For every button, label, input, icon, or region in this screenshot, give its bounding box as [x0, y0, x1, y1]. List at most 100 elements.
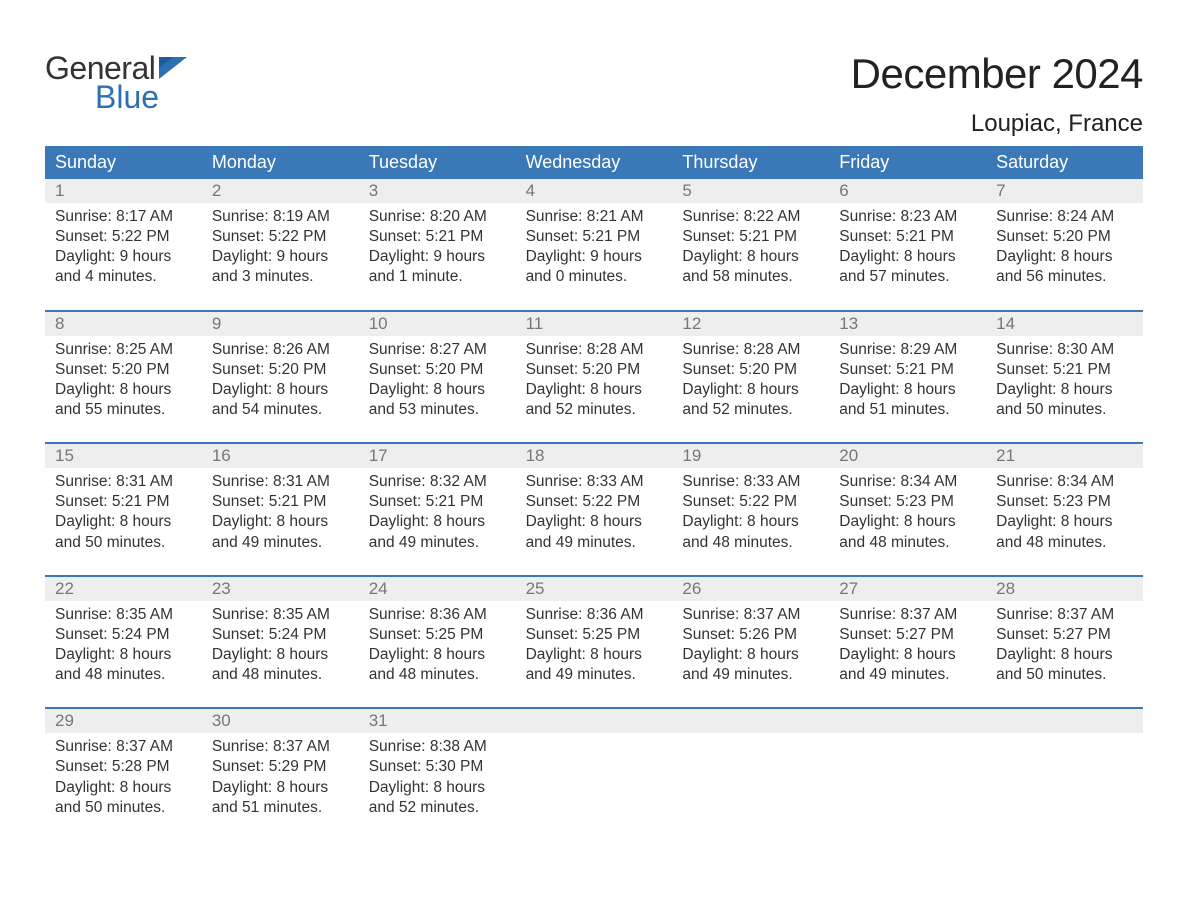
sunset-line: Sunset: 5:21 PM — [55, 492, 192, 512]
daylight-line-2: and 48 minutes. — [55, 665, 192, 685]
sunset-line: Sunset: 5:21 PM — [996, 360, 1133, 380]
sunrise-line: Sunrise: 8:28 AM — [526, 340, 663, 360]
title-block: December 2024 Loupiac, France — [851, 50, 1143, 138]
header-block: General Blue December 2024 Loupiac, Fran… — [45, 50, 1143, 138]
daylight-line-1: Daylight: 9 hours — [55, 247, 192, 267]
sunset-line: Sunset: 5:24 PM — [55, 625, 192, 645]
daylight-line-2: and 49 minutes. — [682, 665, 819, 685]
day-header-row: Sunday Monday Tuesday Wednesday Thursday… — [45, 146, 1143, 179]
day-cell: Sunrise: 8:30 AMSunset: 5:21 PMDaylight:… — [986, 336, 1143, 443]
daylight-line-1: Daylight: 8 hours — [996, 645, 1133, 665]
day-number: 31 — [359, 709, 516, 733]
day-number: 17 — [359, 444, 516, 468]
sunset-line: Sunset: 5:21 PM — [839, 360, 976, 380]
calendar-week: 15161718192021Sunrise: 8:31 AMSunset: 5:… — [45, 442, 1143, 575]
day-number: 29 — [45, 709, 202, 733]
day-number: 12 — [672, 312, 829, 336]
sunrise-line: Sunrise: 8:37 AM — [55, 737, 192, 757]
sunset-line: Sunset: 5:25 PM — [369, 625, 506, 645]
daylight-line-1: Daylight: 8 hours — [839, 247, 976, 267]
day-number — [986, 709, 1143, 733]
daylight-line-2: and 57 minutes. — [839, 267, 976, 287]
sunset-line: Sunset: 5:21 PM — [212, 492, 349, 512]
sunrise-line: Sunrise: 8:36 AM — [526, 605, 663, 625]
day-number: 24 — [359, 577, 516, 601]
sunrise-line: Sunrise: 8:27 AM — [369, 340, 506, 360]
daylight-line-2: and 48 minutes. — [369, 665, 506, 685]
day-cell: Sunrise: 8:23 AMSunset: 5:21 PMDaylight:… — [829, 203, 986, 310]
daylight-line-1: Daylight: 8 hours — [212, 380, 349, 400]
daylight-line-2: and 48 minutes. — [839, 533, 976, 553]
day-cell: Sunrise: 8:28 AMSunset: 5:20 PMDaylight:… — [516, 336, 673, 443]
day-cell: Sunrise: 8:37 AMSunset: 5:27 PMDaylight:… — [986, 601, 1143, 708]
sunrise-line: Sunrise: 8:33 AM — [682, 472, 819, 492]
day-cell: Sunrise: 8:37 AMSunset: 5:28 PMDaylight:… — [45, 733, 202, 840]
sunrise-line: Sunrise: 8:34 AM — [996, 472, 1133, 492]
sunrise-line: Sunrise: 8:34 AM — [839, 472, 976, 492]
day-cell: Sunrise: 8:36 AMSunset: 5:25 PMDaylight:… — [516, 601, 673, 708]
day-cell: Sunrise: 8:38 AMSunset: 5:30 PMDaylight:… — [359, 733, 516, 840]
day-header: Tuesday — [359, 146, 516, 179]
sunset-line: Sunset: 5:20 PM — [369, 360, 506, 380]
day-number — [829, 709, 986, 733]
day-header: Saturday — [986, 146, 1143, 179]
daylight-line-2: and 55 minutes. — [55, 400, 192, 420]
sunrise-line: Sunrise: 8:26 AM — [212, 340, 349, 360]
sunset-line: Sunset: 5:20 PM — [682, 360, 819, 380]
day-cell: Sunrise: 8:37 AMSunset: 5:29 PMDaylight:… — [202, 733, 359, 840]
sunrise-line: Sunrise: 8:35 AM — [212, 605, 349, 625]
sunset-line: Sunset: 5:22 PM — [526, 492, 663, 512]
day-header: Thursday — [672, 146, 829, 179]
daylight-line-1: Daylight: 9 hours — [526, 247, 663, 267]
daylight-line-1: Daylight: 8 hours — [526, 380, 663, 400]
daylight-line-2: and 52 minutes. — [682, 400, 819, 420]
day-number: 8 — [45, 312, 202, 336]
day-number: 26 — [672, 577, 829, 601]
daylight-line-2: and 3 minutes. — [212, 267, 349, 287]
daylight-line-2: and 51 minutes. — [212, 798, 349, 818]
day-cell: Sunrise: 8:26 AMSunset: 5:20 PMDaylight:… — [202, 336, 359, 443]
day-cell: Sunrise: 8:29 AMSunset: 5:21 PMDaylight:… — [829, 336, 986, 443]
sunrise-line: Sunrise: 8:37 AM — [839, 605, 976, 625]
daylight-line-1: Daylight: 8 hours — [682, 512, 819, 532]
day-number: 4 — [516, 179, 673, 203]
sunrise-line: Sunrise: 8:31 AM — [55, 472, 192, 492]
daylight-line-2: and 50 minutes. — [55, 798, 192, 818]
day-cell: Sunrise: 8:25 AMSunset: 5:20 PMDaylight:… — [45, 336, 202, 443]
calendar-week: 293031Sunrise: 8:37 AMSunset: 5:28 PMDay… — [45, 707, 1143, 840]
sunrise-line: Sunrise: 8:22 AM — [682, 207, 819, 227]
day-number: 16 — [202, 444, 359, 468]
sunset-line: Sunset: 5:22 PM — [55, 227, 192, 247]
day-number: 27 — [829, 577, 986, 601]
daylight-line-1: Daylight: 8 hours — [55, 778, 192, 798]
sunrise-line: Sunrise: 8:23 AM — [839, 207, 976, 227]
daylight-line-2: and 48 minutes. — [996, 533, 1133, 553]
page-title: December 2024 — [851, 50, 1143, 98]
calendar-week: 22232425262728Sunrise: 8:35 AMSunset: 5:… — [45, 575, 1143, 708]
day-cell: Sunrise: 8:19 AMSunset: 5:22 PMDaylight:… — [202, 203, 359, 310]
daylight-line-2: and 52 minutes. — [369, 798, 506, 818]
day-header: Monday — [202, 146, 359, 179]
daylight-line-1: Daylight: 8 hours — [212, 778, 349, 798]
sunrise-line: Sunrise: 8:32 AM — [369, 472, 506, 492]
day-number: 21 — [986, 444, 1143, 468]
sunset-line: Sunset: 5:28 PM — [55, 757, 192, 777]
day-cell — [672, 733, 829, 840]
day-cell: Sunrise: 8:32 AMSunset: 5:21 PMDaylight:… — [359, 468, 516, 575]
day-number: 15 — [45, 444, 202, 468]
daylight-line-1: Daylight: 8 hours — [839, 380, 976, 400]
daylight-line-1: Daylight: 9 hours — [212, 247, 349, 267]
day-number: 9 — [202, 312, 359, 336]
daylight-line-1: Daylight: 8 hours — [682, 380, 819, 400]
day-cell: Sunrise: 8:36 AMSunset: 5:25 PMDaylight:… — [359, 601, 516, 708]
day-number — [516, 709, 673, 733]
sunrise-line: Sunrise: 8:37 AM — [996, 605, 1133, 625]
daylight-line-1: Daylight: 8 hours — [996, 380, 1133, 400]
daylight-line-1: Daylight: 8 hours — [55, 380, 192, 400]
daylight-line-1: Daylight: 8 hours — [996, 247, 1133, 267]
sunset-line: Sunset: 5:23 PM — [839, 492, 976, 512]
day-cell: Sunrise: 8:31 AMSunset: 5:21 PMDaylight:… — [202, 468, 359, 575]
daylight-line-2: and 51 minutes. — [839, 400, 976, 420]
sunset-line: Sunset: 5:25 PM — [526, 625, 663, 645]
daylight-line-1: Daylight: 9 hours — [369, 247, 506, 267]
